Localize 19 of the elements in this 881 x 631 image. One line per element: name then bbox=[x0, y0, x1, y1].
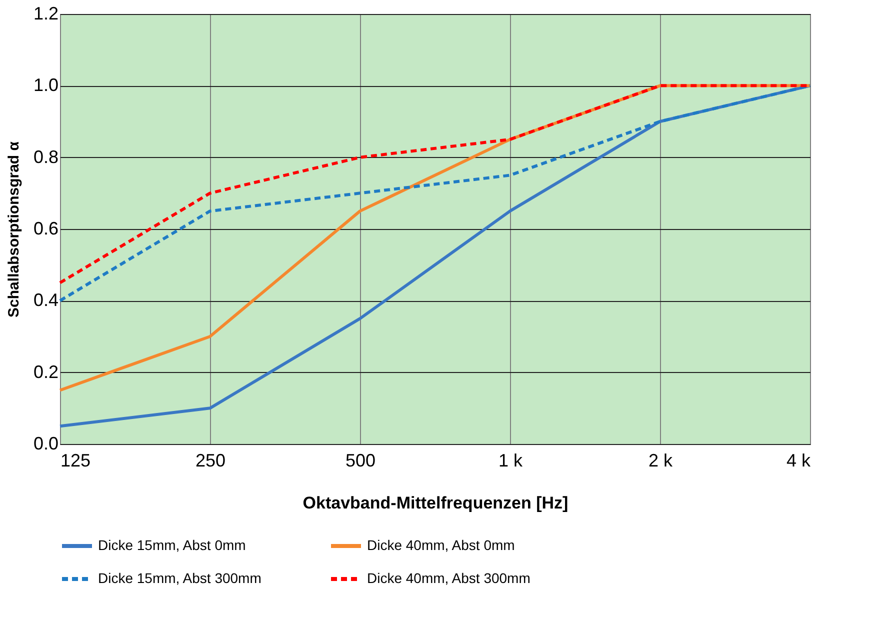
x-tick-label: 125 bbox=[60, 450, 91, 470]
legend-label: Dicke 15mm, Abst 0mm bbox=[98, 537, 246, 553]
x-tick-label: 250 bbox=[195, 450, 226, 470]
y-tick-label: 1.2 bbox=[33, 4, 58, 24]
x-tick-label: 2 k bbox=[648, 450, 674, 470]
legend-label: Dicke 40mm, Abst 300mm bbox=[367, 570, 530, 586]
legend-label: Dicke 15mm, Abst 300mm bbox=[98, 570, 262, 586]
y-axis-title: Schallabsorptionsgrad α bbox=[5, 140, 22, 318]
y-tick-label: 0.0 bbox=[33, 434, 58, 454]
x-axis-title: Oktavband-Mittelfrequenzen [Hz] bbox=[302, 494, 568, 512]
y-tick-label: 0.2 bbox=[33, 362, 58, 382]
y-tick-label: 1.0 bbox=[33, 75, 58, 96]
x-tick-label: 1 k bbox=[498, 450, 524, 470]
y-tick-label: 0.4 bbox=[33, 290, 58, 310]
x-tick-label: 4 k bbox=[786, 450, 812, 470]
y-tick-label: 0.6 bbox=[33, 218, 58, 238]
y-tick-label: 0.8 bbox=[33, 146, 58, 167]
legend-label: Dicke 40mm, Abst 0mm bbox=[367, 537, 515, 553]
x-tick-label: 500 bbox=[345, 450, 376, 470]
